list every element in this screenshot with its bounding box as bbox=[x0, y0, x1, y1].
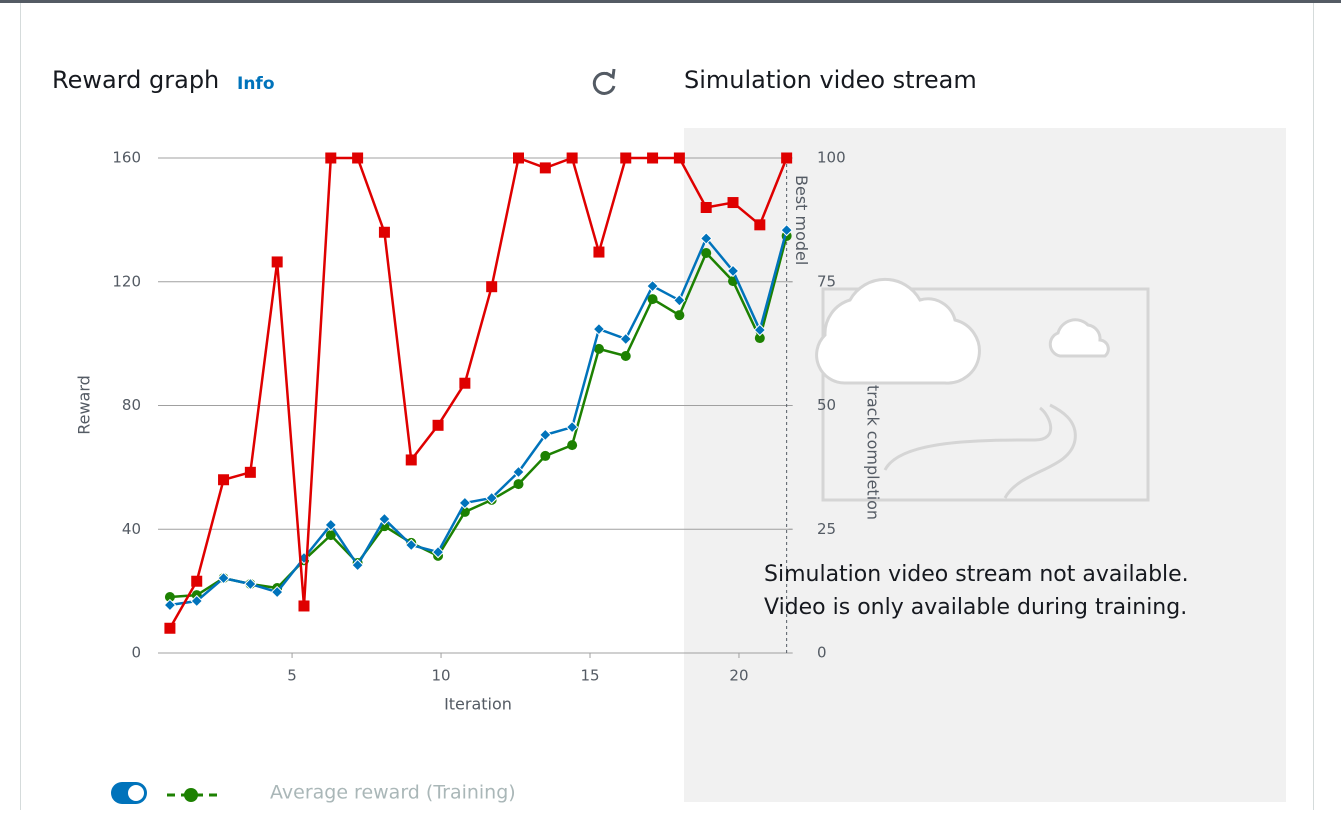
video-panel bbox=[684, 128, 1286, 802]
x-tick-label: 15 bbox=[580, 667, 599, 685]
point bbox=[270, 585, 284, 599]
point bbox=[458, 496, 472, 510]
point bbox=[726, 264, 740, 278]
point bbox=[673, 152, 685, 164]
x-axis-title: Iteration bbox=[444, 695, 512, 714]
point bbox=[781, 152, 793, 164]
point bbox=[701, 247, 712, 258]
point bbox=[592, 322, 606, 336]
refresh-button[interactable] bbox=[592, 68, 616, 95]
info-link[interactable]: Info bbox=[237, 74, 275, 94]
point bbox=[540, 450, 551, 461]
point bbox=[566, 152, 578, 164]
point bbox=[298, 600, 310, 612]
point bbox=[512, 465, 525, 479]
reward-chart: 0 40 80 120 160 0 25 50 75 100 5 10 15 20 Iteration Rew… bbox=[75, 149, 883, 714]
y-tick-label: 40 bbox=[122, 520, 141, 538]
x-tick-label: 5 bbox=[287, 667, 297, 685]
y-tick-label: 160 bbox=[112, 149, 141, 167]
point bbox=[244, 577, 257, 591]
point bbox=[699, 232, 713, 245]
point bbox=[324, 518, 338, 532]
point bbox=[593, 246, 605, 258]
point bbox=[646, 279, 659, 293]
point bbox=[164, 592, 175, 603]
point bbox=[539, 428, 552, 442]
point bbox=[325, 152, 337, 164]
y2-tick-label: 50 bbox=[817, 396, 836, 414]
y-axis-title: Reward bbox=[75, 375, 94, 435]
refresh-arrow bbox=[605, 68, 616, 80]
x-tick-label: 20 bbox=[729, 667, 748, 685]
point bbox=[674, 310, 685, 321]
point bbox=[244, 466, 256, 478]
section-title: Simulation video stream bbox=[684, 66, 977, 94]
legend-toggle[interactable] bbox=[111, 782, 147, 804]
point bbox=[620, 351, 631, 361]
point bbox=[673, 294, 686, 307]
point bbox=[405, 454, 417, 466]
point bbox=[191, 575, 203, 587]
legend-label: Average reward (Training) bbox=[270, 782, 516, 804]
y2-tick-label: 100 bbox=[817, 149, 846, 167]
y2-tick-label: 75 bbox=[817, 272, 836, 290]
placeholder-frame bbox=[821, 287, 1150, 502]
point bbox=[271, 256, 283, 268]
point bbox=[432, 419, 444, 431]
point bbox=[513, 152, 525, 164]
point bbox=[513, 479, 524, 490]
point bbox=[351, 558, 364, 572]
point bbox=[565, 420, 579, 434]
video-message: Video is only available during training. bbox=[764, 595, 1187, 620]
point bbox=[619, 332, 632, 346]
video-message: Simulation video stream not available. bbox=[764, 562, 1189, 587]
y-tick-label: 80 bbox=[122, 396, 141, 414]
point bbox=[190, 594, 203, 608]
legend-marker bbox=[184, 788, 198, 802]
y2-tick-label: 0 bbox=[817, 644, 827, 662]
y2-axis-title: track completion bbox=[864, 385, 883, 520]
point bbox=[593, 343, 604, 354]
point bbox=[405, 538, 418, 552]
cloud bbox=[815, 277, 981, 385]
point bbox=[378, 512, 391, 526]
point bbox=[163, 598, 177, 612]
x-tick-label: 10 bbox=[431, 667, 450, 685]
point bbox=[567, 440, 578, 451]
point bbox=[218, 474, 230, 486]
series-line bbox=[168, 156, 788, 629]
point bbox=[485, 491, 498, 505]
y-tick-label: 120 bbox=[112, 272, 141, 290]
point bbox=[378, 226, 390, 238]
y-tick-label: 0 bbox=[131, 644, 141, 662]
point bbox=[325, 530, 336, 541]
point bbox=[164, 622, 176, 634]
point bbox=[620, 152, 632, 164]
point bbox=[780, 223, 793, 237]
point bbox=[754, 219, 766, 231]
point bbox=[217, 571, 230, 585]
point bbox=[727, 197, 739, 209]
point bbox=[431, 545, 445, 559]
point bbox=[647, 294, 658, 305]
point bbox=[459, 377, 471, 389]
y2-tick-label: 25 bbox=[817, 520, 836, 538]
point bbox=[700, 202, 712, 213]
cloud bbox=[1048, 318, 1110, 358]
point bbox=[486, 281, 498, 293]
point bbox=[754, 333, 765, 344]
top-border bbox=[0, 0, 1341, 3]
road bbox=[883, 406, 1053, 471]
point bbox=[753, 323, 767, 337]
point bbox=[539, 162, 551, 174]
point bbox=[352, 152, 364, 164]
video-placeholder bbox=[815, 277, 1150, 502]
point bbox=[647, 152, 659, 164]
road bbox=[1003, 403, 1077, 499]
annotation-label: Best model bbox=[792, 175, 811, 265]
section-title: Reward graph bbox=[52, 66, 219, 94]
toggle-knob bbox=[128, 785, 144, 801]
